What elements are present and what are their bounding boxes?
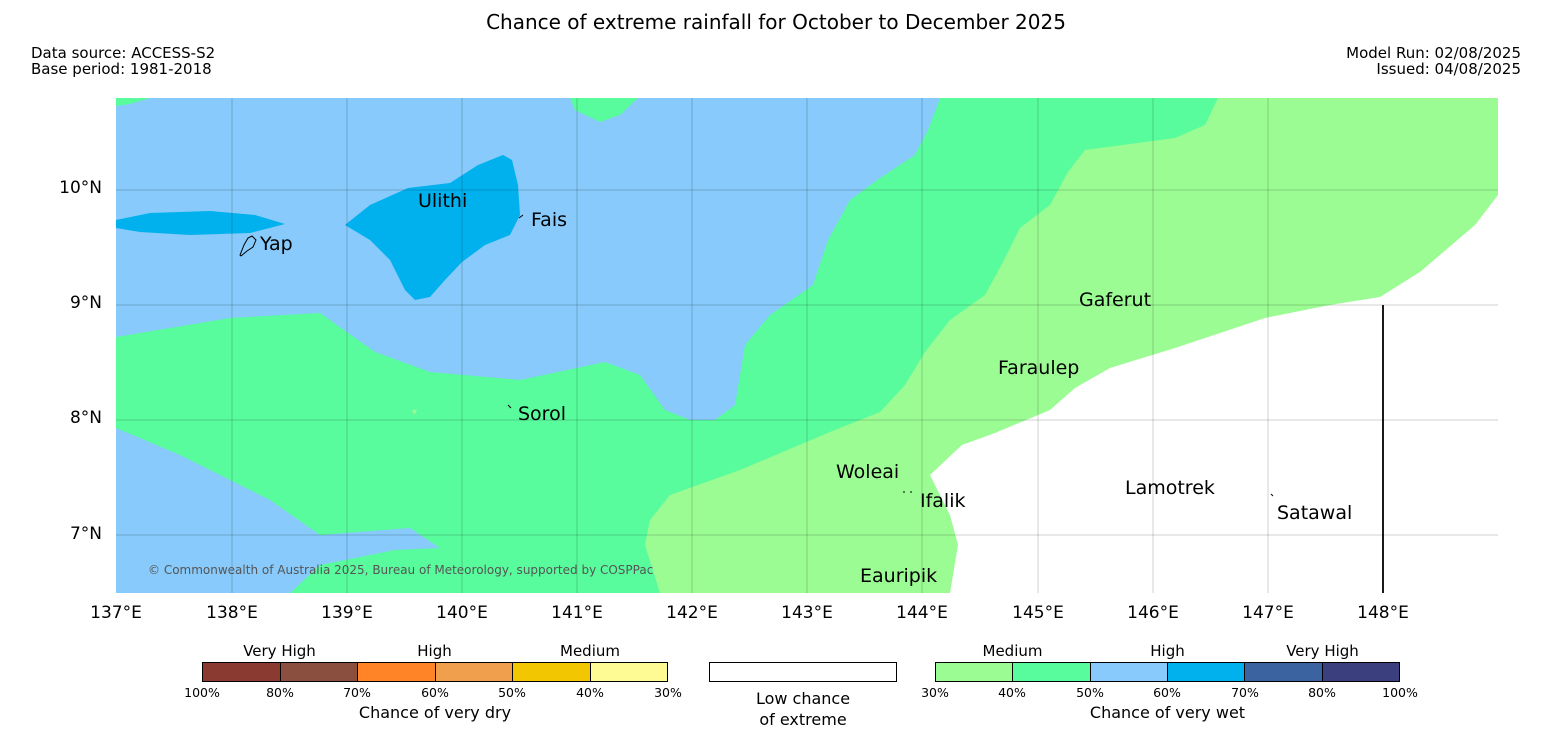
base-period: Base period: 1981-2018 — [31, 60, 212, 78]
lon-label: 142°E — [666, 603, 718, 623]
legend-wet-tick: 70% — [1231, 685, 1259, 700]
place-woleai: Woleai — [836, 461, 900, 483]
zone-wet-40-50 — [116, 98, 150, 106]
lon-label: 137°E — [90, 603, 142, 623]
legend-dry-swatch — [280, 663, 358, 681]
legend-wet-swatch — [1322, 663, 1399, 681]
legend-wet-tick: 30% — [921, 685, 949, 700]
legend-dry-tick: 70% — [343, 685, 371, 700]
legend-wet-tick: 50% — [1076, 685, 1104, 700]
legend-dry-swatch — [203, 663, 281, 681]
copyright-note: © Commonwealth of Australia 2025, Bureau… — [148, 563, 654, 577]
place-ifalik: Ifalik — [920, 490, 966, 512]
place-satawal: Satawal — [1277, 502, 1353, 524]
zone-low-chance — [930, 195, 1498, 593]
legend-dry-tick: 60% — [421, 685, 449, 700]
legend-dry-swatch — [358, 663, 436, 681]
legend-dry-title: Chance of very dry — [358, 703, 512, 722]
data-source-info: Data source: ACCESS-S2 Base period: 1981… — [31, 45, 215, 77]
legend-wet-tick: 100% — [1382, 685, 1418, 700]
legend-low-label: Low chance of extreme — [709, 688, 897, 730]
legend-wet-tick: 40% — [998, 685, 1026, 700]
legend-wet-tick: 60% — [1153, 685, 1181, 700]
legend-dry-tick: 30% — [654, 685, 682, 700]
legend-dry-swatch — [513, 663, 591, 681]
legend-dry-heading: High — [417, 642, 452, 660]
map-gridlines — [116, 98, 1498, 593]
legend-wet-tick: 80% — [1308, 685, 1336, 700]
yap-island-shape — [239, 235, 257, 257]
data-source: Data source: ACCESS-S2 — [31, 44, 216, 62]
lon-label: 139°E — [321, 603, 373, 623]
zone-wet-50-60 — [116, 428, 440, 593]
model-run: Model Run: 02/08/2025 — [1346, 44, 1521, 62]
zone-wet-60-70 — [345, 155, 520, 300]
legend-dry-tick: 80% — [266, 685, 294, 700]
lon-label: 144°E — [896, 603, 948, 623]
issued-date: Issued: 04/08/2025 — [1376, 60, 1521, 78]
legend-wet-heading: Medium — [982, 642, 1043, 660]
legend-wet-colorbar — [935, 662, 1400, 682]
legend-dry-heading: Very High — [243, 642, 316, 660]
map-title: Chance of extreme rainfall for October t… — [486, 10, 1066, 34]
lon-label: 141°E — [551, 603, 603, 623]
legend-wet-swatch — [1167, 663, 1246, 681]
legend-wet-heading: Very High — [1286, 642, 1359, 660]
place-sorol: Sorol — [518, 403, 566, 425]
legend-wet-swatch — [936, 663, 1014, 681]
lat-label: 7°N — [69, 524, 102, 544]
lat-label: 8°N — [69, 408, 102, 428]
legend-dry-swatch — [435, 663, 513, 681]
legend-wet-title: Chance of very wet — [1089, 703, 1246, 722]
lon-label: 147°E — [1242, 603, 1294, 623]
legend-wet-heading: High — [1150, 642, 1185, 660]
lat-label: 10°N — [59, 178, 102, 198]
model-run-info: Model Run: 02/08/2025 Issued: 04/08/2025 — [1346, 45, 1521, 77]
lon-label: 143°E — [781, 603, 833, 623]
place-eauripik: Eauripik — [860, 565, 938, 587]
legend-dry-colorbar — [202, 662, 668, 682]
legend-wet-swatch — [1245, 663, 1323, 681]
legend-dry-tick: 100% — [184, 685, 220, 700]
lon-label: 148°E — [1357, 603, 1409, 623]
place-yap: Yap — [260, 233, 293, 255]
legend-low-line2: of extreme — [759, 710, 847, 729]
place-faraulep: Faraulep — [998, 357, 1080, 379]
legend-dry-swatch — [590, 663, 667, 681]
zone-wet-60-70 — [116, 211, 285, 235]
legend-wet-swatch — [1090, 663, 1168, 681]
zone-wet-40-50 — [570, 98, 638, 122]
place-gaferut: Gaferut — [1079, 289, 1152, 311]
lon-label: 138°E — [206, 603, 258, 623]
lon-label: 146°E — [1127, 603, 1179, 623]
legend-wet-swatch — [1013, 663, 1091, 681]
svg-text:▾: ▾ — [412, 407, 417, 418]
legend-dry-heading: Medium — [560, 642, 620, 660]
zone-wet-50-60 — [116, 98, 940, 420]
map-canvas: ▾ — [116, 98, 1498, 593]
legend-low-swatch — [709, 662, 897, 682]
place-lamotrek: Lamotrek — [1125, 477, 1215, 499]
place-ulithi: Ulithi — [418, 190, 468, 212]
lat-label: 9°N — [69, 293, 102, 313]
atoll-markers — [507, 214, 1274, 497]
lon-label: 140°E — [436, 603, 488, 623]
legend-dry-tick: 40% — [576, 685, 604, 700]
lon-label: 145°E — [1012, 603, 1064, 623]
legend-low-line1: Low chance — [755, 689, 851, 708]
legend-dry-tick: 50% — [498, 685, 526, 700]
place-fais: Fais — [531, 209, 568, 231]
